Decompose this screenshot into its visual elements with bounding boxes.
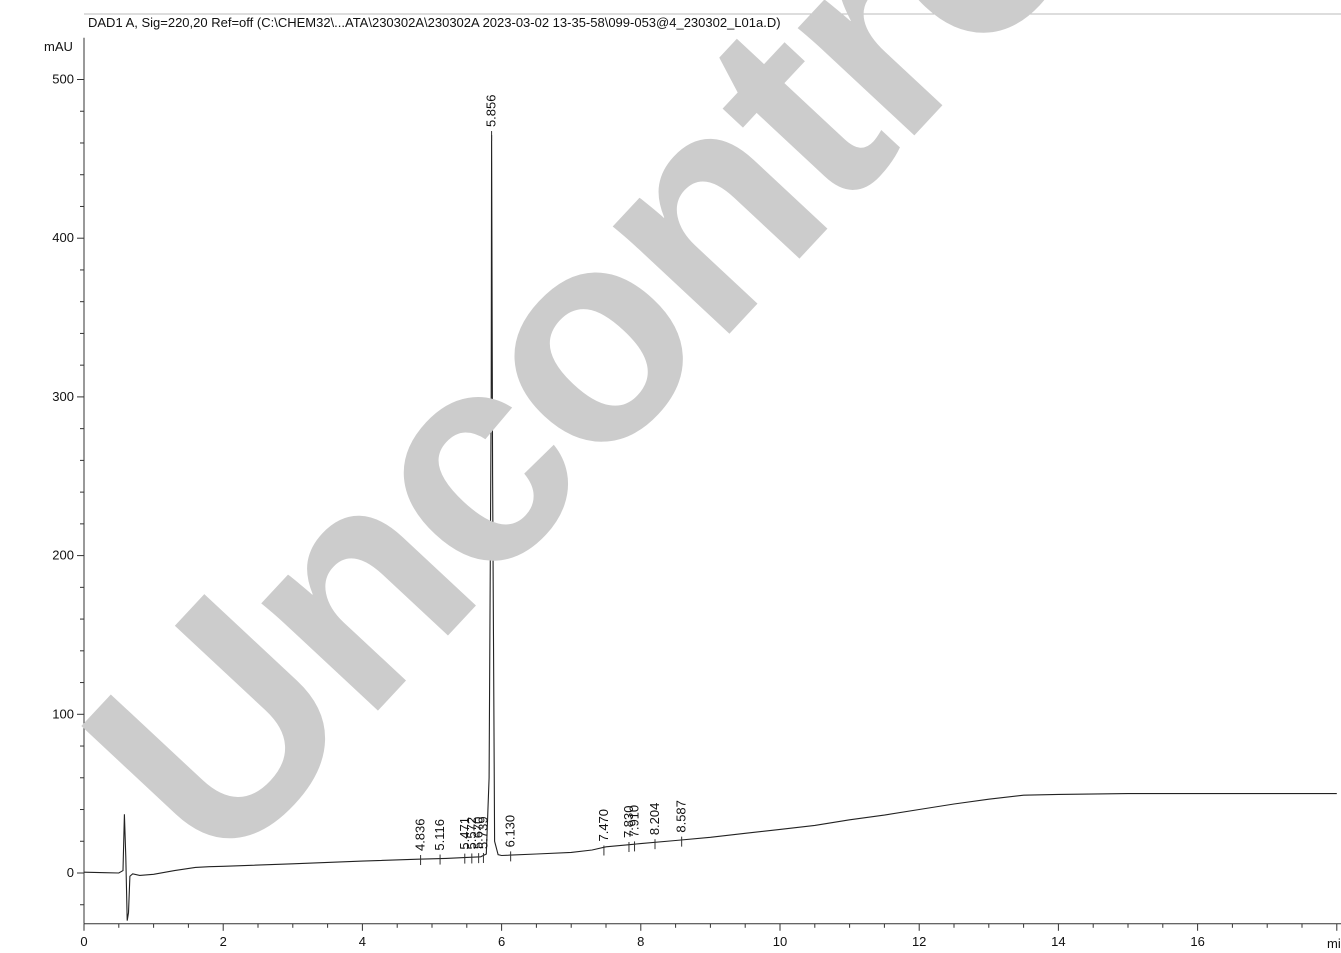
x-tick-label: 16 xyxy=(1190,934,1204,949)
peak-label: 7.910 xyxy=(627,805,642,838)
watermark: Uncontrolled Copy xyxy=(21,0,1341,925)
x-tick-label: 0 xyxy=(80,934,87,949)
peak-label: 5.670 xyxy=(471,817,486,850)
x-tick-label: 6 xyxy=(498,934,505,949)
peak-label: 5.739 xyxy=(475,816,490,849)
x-tick-label: 8 xyxy=(637,934,644,949)
x-tick-label: 2 xyxy=(220,934,227,949)
peak-label: 7.470 xyxy=(596,809,611,842)
y-tick-label: 100 xyxy=(52,706,74,721)
y-tick-label: 400 xyxy=(52,230,74,245)
peak-label: 5.471 xyxy=(457,817,472,850)
peak-label: 7.830 xyxy=(621,805,636,838)
y-tick-label: 500 xyxy=(52,72,74,87)
peak-label: 4.836 xyxy=(413,818,428,851)
y-tick-label: 0 xyxy=(67,865,74,880)
y-axis-label: mAU xyxy=(44,39,73,54)
y-tick-label: 300 xyxy=(52,389,74,404)
peak-label: 5.856 xyxy=(484,94,499,127)
x-axis-label: mi xyxy=(1327,936,1341,951)
x-tick-label: 14 xyxy=(1051,934,1065,949)
y-tick-label: 200 xyxy=(52,548,74,563)
peak-label: 8.587 xyxy=(674,800,689,833)
peak-label: 5.572 xyxy=(464,817,479,850)
peak-label: 5.116 xyxy=(432,819,447,851)
x-tick-label: 10 xyxy=(773,934,787,949)
peak-label: 8.204 xyxy=(647,803,662,836)
chart-title: DAD1 A, Sig=220,20 Ref=off (C:\CHEM32\..… xyxy=(88,15,781,30)
axes: 0 100 200 300 400 500 0 2 4 6 8 10 12 14 16 xyxy=(52,13,1341,949)
x-tick-label: 12 xyxy=(912,934,926,949)
x-tick-label: 4 xyxy=(359,934,366,949)
peak-label: 6.130 xyxy=(503,815,518,848)
